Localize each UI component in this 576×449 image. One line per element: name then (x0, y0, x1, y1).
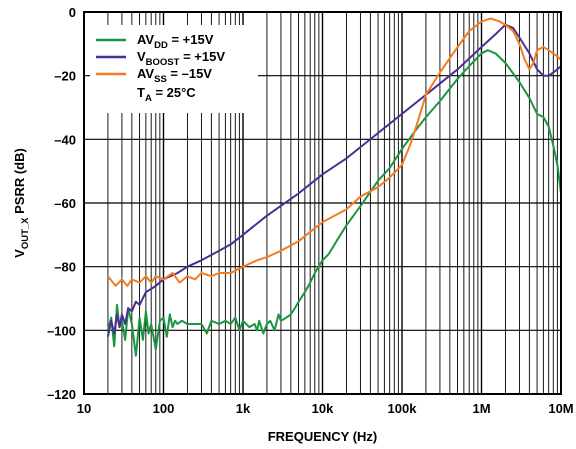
legend-label-rest: = +15V (168, 32, 214, 47)
annotation-main: T (137, 85, 145, 100)
x-tick-label: 1k (236, 401, 251, 416)
legend-label: VBOOST = +15V (137, 49, 225, 68)
legend-label-main: V (137, 49, 146, 64)
y-tick-label: –20 (54, 69, 76, 84)
y-tick-label: –60 (54, 196, 76, 211)
y-title-rest: PSRR (dB) (12, 148, 27, 217)
tick-labels: 10 100 1k 10k 100k 1M 10M 0 –20 –40 –60 –80 –100 –120 (47, 5, 574, 416)
legend-label-main: AV (137, 32, 154, 47)
plot-frame (83, 11, 562, 395)
y-title-sub: OUT_X (20, 217, 31, 249)
data-series (106, 17, 562, 357)
legend-label: AVDD = +15V (137, 32, 214, 51)
y-tick-label: –100 (47, 323, 76, 338)
x-tick-label: 1M (472, 401, 490, 416)
y-tick-label: 0 (69, 5, 76, 20)
legend-label-main: AV (137, 66, 154, 81)
x-tick-label: 10M (548, 401, 573, 416)
y-tick-label: –40 (54, 132, 76, 147)
legend-label: AVSS = –15V (137, 66, 212, 85)
x-tick-label: 10k (312, 401, 334, 416)
legend-label-sub: BOOST (146, 57, 180, 68)
y-title-main: V (12, 249, 27, 258)
y-axis-title: VOUT_X PSRR (dB) (12, 148, 31, 258)
legend-label-sub: SS (154, 74, 167, 85)
x-axis-title: FREQUENCY (Hz) (268, 429, 378, 444)
legend-label-rest: = +15V (179, 49, 225, 64)
x-tick-label: 10 (77, 401, 91, 416)
annotation-sub: A (145, 93, 152, 104)
temperature-annotation: TA = 25°C (137, 85, 196, 104)
x-tick-label: 100 (153, 401, 175, 416)
x-tick-label: 100k (388, 401, 418, 416)
legend-label-sub: DD (154, 40, 168, 51)
series-line-3 (107, 17, 562, 287)
y-tick-label: –80 (54, 260, 76, 275)
series-line-1 (106, 49, 562, 357)
legend-label-rest: = –15V (167, 66, 213, 81)
y-tick-label: –120 (47, 387, 76, 402)
series-line-2 (106, 23, 562, 337)
annotation-rest: = 25°C (152, 85, 196, 100)
